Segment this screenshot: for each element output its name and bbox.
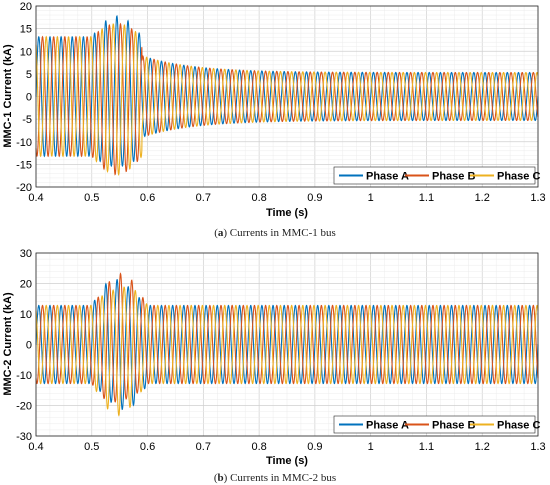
x-tick-label: 0.6 bbox=[140, 192, 155, 204]
series-line-phase-a bbox=[35, 278, 539, 411]
x-tick-label: 0.8 bbox=[251, 192, 266, 204]
legend-label-phase-a: Phase A bbox=[366, 420, 409, 432]
legend-label-phase-a: Phase A bbox=[366, 171, 409, 183]
x-tick-label: 1.2 bbox=[475, 441, 490, 453]
y-axis-label: MMC-1 Current (kA) bbox=[2, 44, 14, 148]
x-tick-label: 1.3 bbox=[530, 192, 545, 204]
series-line-phase-c bbox=[35, 23, 539, 177]
legend-box bbox=[333, 166, 536, 185]
caption-text: Currents in MMC-1 bus bbox=[230, 227, 336, 239]
legend-label-phase-b: Phase B bbox=[432, 420, 475, 432]
legend-label-phase-c: Phase C bbox=[497, 171, 540, 183]
y-tick-label: 0 bbox=[26, 340, 32, 352]
series-line-phase-c bbox=[35, 286, 539, 417]
x-tick-label: 1.2 bbox=[475, 192, 490, 204]
series-line-phase-b bbox=[35, 272, 539, 403]
y-tick-labels: -20 -15 -10 -5 0 5 10 15 20 bbox=[16, 1, 32, 194]
x-axis-label: Time (s) bbox=[266, 455, 308, 467]
y-tick-label: -10 bbox=[16, 137, 32, 149]
plot-frame bbox=[35, 252, 539, 437]
y-tick-label: 10 bbox=[20, 46, 32, 58]
caption-letter: a bbox=[218, 227, 224, 239]
y-tick-label: -30 bbox=[16, 431, 32, 443]
y-tick-label: -15 bbox=[16, 159, 32, 171]
x-tick-label: 0.9 bbox=[307, 441, 322, 453]
y-tick-label: 15 bbox=[20, 24, 32, 36]
legend: Phase A Phase B Phase C bbox=[333, 415, 540, 434]
y-tick-label: 20 bbox=[20, 1, 32, 13]
figure-caption: (a) Currents in MMC-1 bus bbox=[214, 227, 336, 239]
legend-box bbox=[333, 415, 536, 434]
y-tick-label: -20 bbox=[16, 401, 32, 413]
legend-label-phase-c: Phase C bbox=[497, 420, 540, 432]
x-tick-label: 1 bbox=[368, 441, 374, 453]
x-tick-label: 0.7 bbox=[196, 441, 211, 453]
legend: Phase A Phase B Phase C bbox=[333, 166, 540, 185]
y-tick-label: -20 bbox=[16, 182, 32, 194]
series-line-phase-b bbox=[35, 22, 539, 176]
x-tick-label: 0.9 bbox=[307, 192, 322, 204]
chart-panel-mmc1: -20 -15 -10 -5 0 5 10 15 20 0.4 0.5 0.6 0.7 0.8 0.9 1 1… bbox=[2, 1, 546, 239]
series-lines bbox=[35, 14, 539, 177]
x-tick-label: 0.8 bbox=[251, 441, 266, 453]
x-tick-labels: 0.4 0.5 0.6 0.7 0.8 0.9 1 1.1 1.2 1.3 bbox=[28, 441, 545, 453]
figure-caption: (b) Currents in MMC-2 bus bbox=[214, 472, 336, 484]
caption-text: Currents in MMC-2 bus bbox=[230, 472, 336, 484]
x-tick-labels: 0.4 0.5 0.6 0.7 0.8 0.9 1 1.1 1.2 1.3 bbox=[28, 192, 545, 204]
x-tick-label: 0.5 bbox=[84, 441, 99, 453]
x-tick-label: 0.6 bbox=[140, 441, 155, 453]
x-axis-label: Time (s) bbox=[266, 207, 308, 219]
x-tick-label: 1 bbox=[368, 192, 374, 204]
x-tick-label: 0.5 bbox=[84, 192, 99, 204]
y-tick-label: 5 bbox=[26, 69, 32, 81]
y-tick-label: -10 bbox=[16, 370, 32, 382]
x-tick-label: 0.4 bbox=[28, 192, 43, 204]
y-tick-label: 10 bbox=[20, 309, 32, 321]
x-tick-label: 1.3 bbox=[530, 441, 545, 453]
caption-letter: b bbox=[218, 472, 224, 484]
y-tick-label: 0 bbox=[26, 92, 32, 104]
x-tick-label: 1.1 bbox=[419, 441, 434, 453]
series-line-phase-a bbox=[35, 14, 539, 168]
plot-frame bbox=[35, 5, 539, 188]
series-lines bbox=[35, 272, 539, 417]
y-tick-labels: -30 -20 -10 0 10 20 30 bbox=[16, 248, 32, 443]
x-tick-label: 1.1 bbox=[419, 192, 434, 204]
y-tick-label: 20 bbox=[20, 279, 32, 291]
y-tick-label: 30 bbox=[20, 248, 32, 260]
y-tick-label: -5 bbox=[22, 114, 32, 126]
x-tick-label: 0.7 bbox=[196, 192, 211, 204]
legend-label-phase-b: Phase B bbox=[432, 171, 475, 183]
x-tick-label: 0.4 bbox=[28, 441, 43, 453]
y-axis-label: MMC-2 Current (kA) bbox=[2, 292, 14, 396]
chart-panel-mmc2: -30 -20 -10 0 10 20 30 0.4 0.5 0.6 0.7 0.8 0.9 1 1.1 1… bbox=[2, 248, 546, 484]
